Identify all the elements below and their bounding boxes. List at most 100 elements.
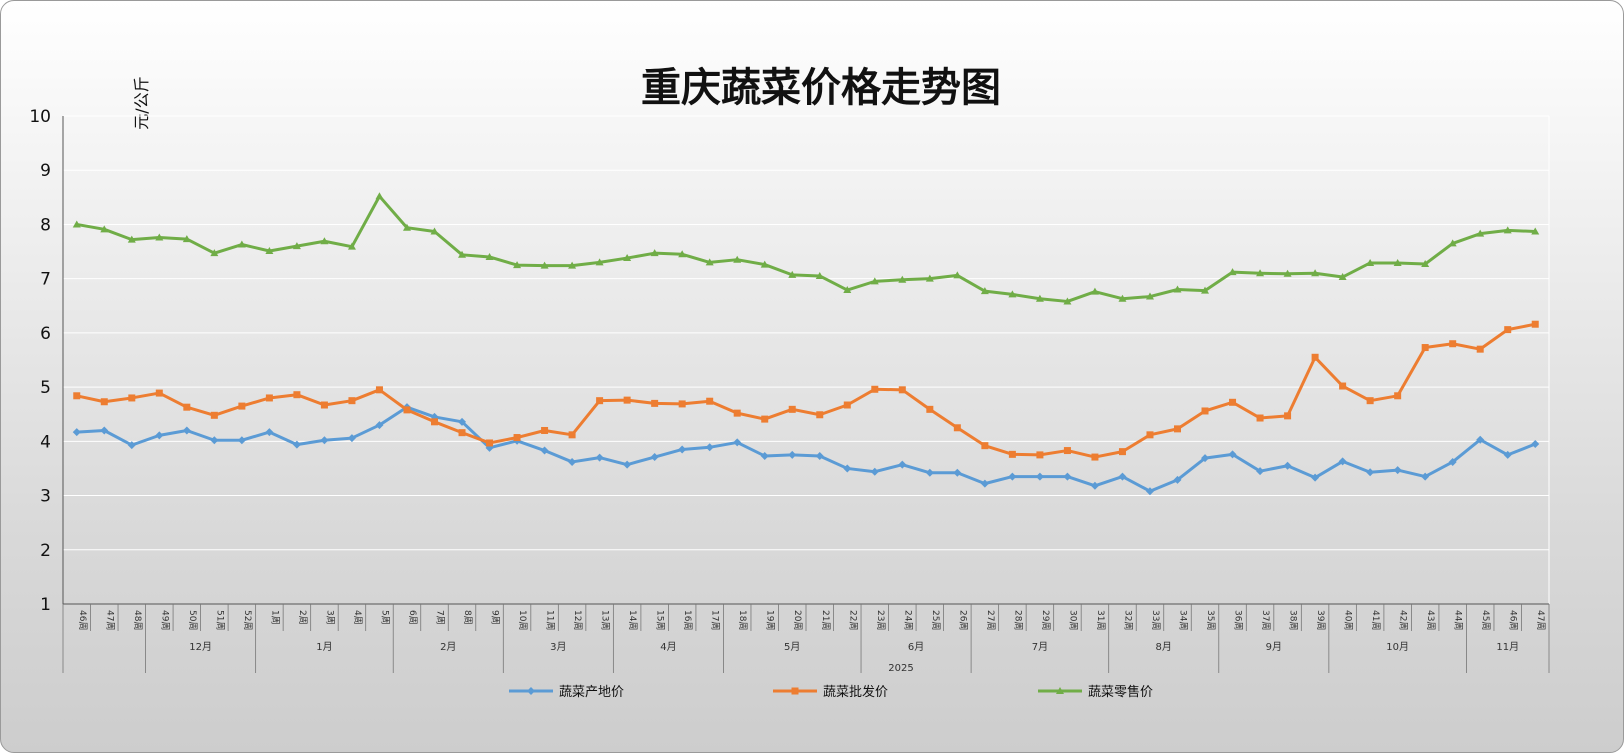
data-point: [513, 261, 522, 269]
data-point: [1476, 435, 1485, 444]
data-point: [1366, 468, 1375, 477]
data-point: [513, 434, 521, 442]
plot-area: [63, 116, 1549, 604]
legend-label: 蔬菜产地价: [559, 685, 624, 700]
data-point: [155, 389, 163, 397]
legend: 蔬菜产地价 蔬菜批发价 蔬菜零售价: [509, 684, 1153, 700]
x-tick-label: 9周: [490, 610, 501, 625]
x-tick-label: 5周: [379, 610, 390, 625]
x-tick-label: 6周: [407, 610, 418, 625]
data-point: [898, 386, 906, 394]
data-point: [182, 426, 191, 435]
data-point: [1339, 382, 1347, 390]
data-point: [1394, 392, 1402, 400]
x-tick-label: 1周: [269, 610, 280, 625]
data-point: [1063, 447, 1071, 455]
data-point: [1366, 397, 1374, 405]
data-point: [458, 429, 466, 437]
x-tick-label: 10周: [517, 610, 528, 630]
month-label: 1月: [316, 641, 332, 653]
data-point: [788, 450, 797, 459]
data-point: [678, 445, 687, 454]
data-point: [238, 402, 246, 410]
y-tick-label: 8: [40, 215, 51, 235]
data-point: [100, 426, 109, 435]
data-point: [815, 451, 824, 460]
data-point: [1256, 414, 1264, 422]
data-point: [1503, 450, 1512, 459]
legend-swatch-marker: [1056, 687, 1064, 694]
x-tick-label: 18周: [737, 610, 748, 630]
month-label: 3月: [550, 641, 566, 653]
data-point: [430, 227, 439, 235]
data-point: [1228, 450, 1237, 459]
data-point: [651, 399, 659, 407]
data-point: [1283, 461, 1292, 470]
x-tick-label: 37周: [1260, 610, 1271, 630]
data-point: [1283, 269, 1292, 277]
data-point: [1448, 239, 1457, 247]
data-point: [761, 415, 769, 423]
data-point: [1256, 269, 1265, 277]
data-point: [1421, 344, 1429, 352]
data-point: [348, 397, 356, 405]
x-tick-label: 36周: [1233, 610, 1244, 630]
data-point: [182, 235, 191, 243]
data-point: [953, 468, 962, 477]
data-point: [1229, 398, 1237, 406]
month-label: 9月: [1266, 641, 1282, 653]
x-tick-label: 32周: [1122, 610, 1133, 630]
month-label: 10月: [1386, 641, 1409, 653]
data-point: [1448, 457, 1457, 466]
data-point: [1531, 320, 1539, 328]
data-point: [705, 258, 714, 266]
x-tick-label: 45周: [1480, 610, 1491, 630]
x-tick-label: 11周: [545, 610, 556, 630]
data-point: [210, 436, 219, 445]
x-tick-label: 46周: [77, 610, 88, 630]
data-point: [568, 261, 577, 269]
series-line: [75, 322, 1537, 459]
legend-item: 蔬菜产地价: [509, 685, 624, 700]
data-point: [292, 242, 301, 250]
data-point: [1118, 472, 1127, 481]
data-point: [458, 250, 467, 258]
x-tick-label: 48周: [132, 610, 143, 630]
month-label: 12月: [189, 641, 212, 653]
data-point: [100, 225, 109, 233]
month-label: 8月: [1156, 641, 1172, 653]
year-label: 2025: [888, 663, 913, 674]
data-point: [403, 406, 411, 414]
data-point: [623, 396, 631, 404]
month-label: 4月: [660, 641, 676, 653]
x-tick-label: 13周: [600, 610, 611, 630]
data-point: [347, 242, 356, 250]
x-tick-label: 42周: [1398, 610, 1409, 630]
x-tick-label: 25周: [930, 610, 941, 630]
data-point: [431, 418, 438, 426]
data-point: [1118, 294, 1127, 302]
data-point: [541, 426, 549, 434]
data-point: [1338, 273, 1347, 281]
data-point: [596, 397, 604, 405]
data-point: [1531, 227, 1540, 235]
x-tick-label: 52周: [242, 610, 253, 630]
x-tick-label: 12周: [572, 610, 583, 630]
data-point: [926, 405, 934, 413]
data-point: [733, 409, 741, 417]
data-point: [843, 401, 851, 409]
y-tick-label: 10: [29, 107, 51, 127]
data-point: [375, 192, 384, 200]
data-point: [871, 385, 879, 393]
data-point: [1503, 226, 1512, 234]
x-tick-label: 27周: [985, 610, 996, 630]
x-tick-label: 47周: [104, 610, 115, 630]
data-point: [1421, 472, 1430, 481]
data-point: [733, 255, 742, 263]
y-tick-label: 5: [40, 378, 51, 398]
data-point: [1421, 260, 1430, 268]
data-point: [155, 233, 164, 241]
data-point: [347, 434, 356, 443]
series-2: [73, 320, 1539, 461]
